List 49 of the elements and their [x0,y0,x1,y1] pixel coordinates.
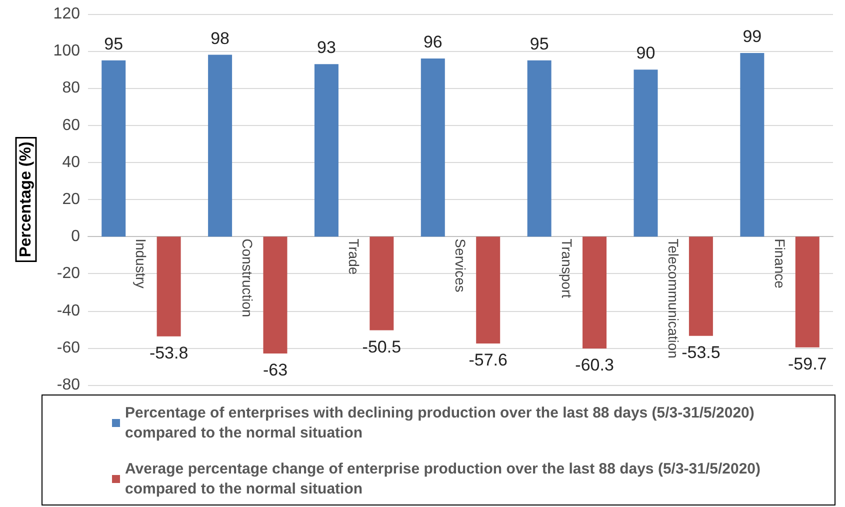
data-label: -63 [262,360,288,380]
x-tick-label: Trade [346,238,362,275]
x-tick-label: Finance [772,238,788,289]
data-label: 90 [636,44,656,63]
data-label: 95 [104,34,124,54]
x-tick-label: Telecommunication [665,238,682,358]
y-tick-label: -60 [56,339,80,356]
y-tick-label: 20 [62,191,80,208]
x-tick-label: Industry [133,238,150,288]
y-tick-label: 120 [53,6,80,22]
bar [795,236,820,348]
data-label: -60.3 [575,355,614,374]
data-label: 99 [742,26,762,46]
bar [263,236,288,354]
bar [740,52,764,237]
x-tick-label: Services [452,238,468,292]
legend-label: Average percentage change of enterprise production over the last 88 days (5/3-31/5/2020) compared to the normal situation [125,460,765,498]
y-tick-label: 60 [62,116,80,134]
y-tick-label: -40 [56,302,80,320]
data-label: 98 [210,28,230,48]
bar [688,236,713,336]
data-label: 93 [317,38,336,58]
legend-label: Percentage of enterprises with declining production over the last 88 days (5/3-31/5/2020) compared to the normal situation [125,404,759,442]
y-tick-label: 0 [71,228,80,246]
bar [370,236,394,330]
y-tick-label: 100 [53,42,80,60]
bar [156,236,181,336]
data-label: -57.6 [468,350,508,370]
data-label: 96 [423,32,442,52]
data-label: -53.5 [682,342,720,362]
bar [634,70,658,237]
data-label: -59.7 [788,354,827,374]
data-label: -53.8 [149,343,188,362]
bar [314,64,338,237]
y-axis-title: Percentage (%) [18,142,34,258]
bar [476,236,500,344]
y-tick-label: 80 [62,80,80,97]
y-tick-label: -80 [56,376,80,394]
y-tick-label: -20 [56,265,80,282]
bar [102,60,126,237]
y-tick-label: 40 [62,154,80,171]
bar [420,58,445,237]
x-tick-label: Construction [240,238,256,318]
bar [527,60,552,237]
bar [582,236,607,348]
data-label: 95 [530,34,549,54]
x-tick-label: Transport [558,238,575,298]
data-label: -50.5 [362,337,402,356]
bar [208,54,232,237]
